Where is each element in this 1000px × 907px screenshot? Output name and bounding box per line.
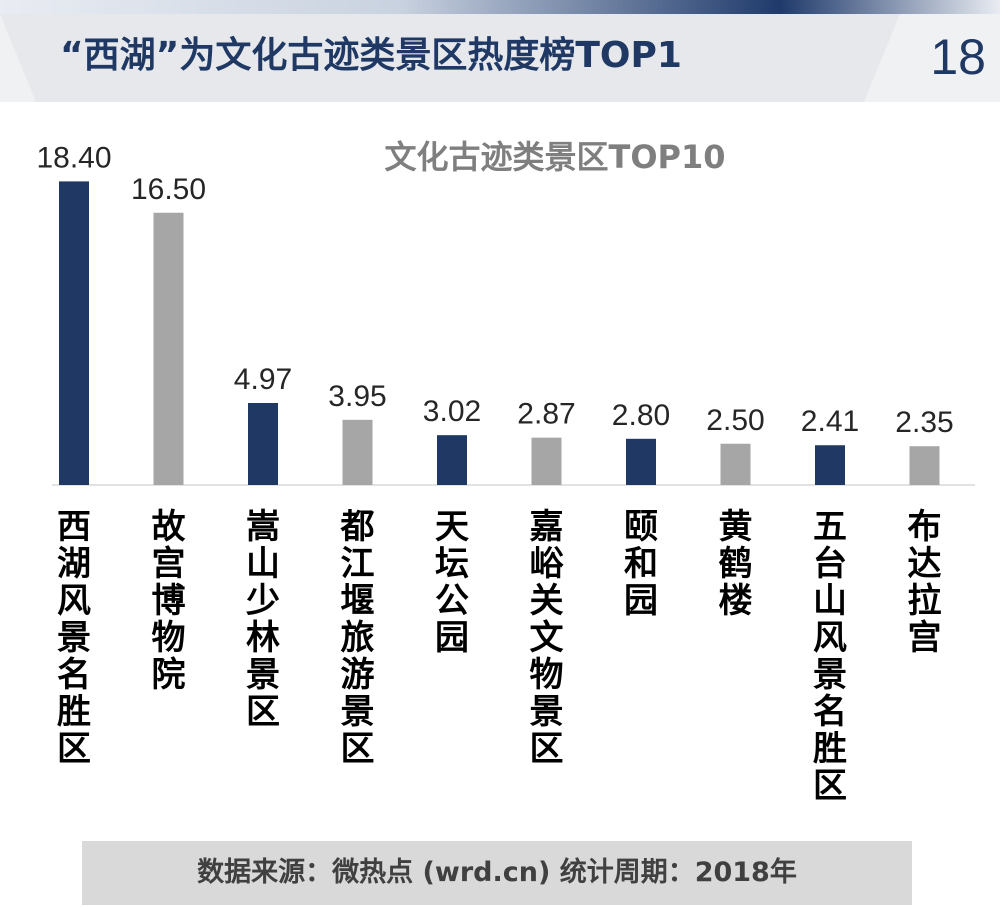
data-label: 4.97 — [234, 363, 292, 396]
data-label: 3.02 — [423, 395, 481, 428]
data-label: 2.41 — [801, 405, 859, 438]
bar — [342, 419, 373, 485]
category-label: 天坛公园 — [435, 507, 469, 658]
bar — [531, 437, 562, 485]
bar-chart: 文化古迹类景区TOP10 18.40 西湖风景名胜区 16.50 故宫博物院 4.97 嵩山… — [36, 138, 975, 806]
category-label: 嵩山少林景区 — [246, 507, 280, 732]
page-number: 18 — [930, 29, 986, 85]
category-label: 颐和园 — [624, 507, 658, 621]
bar — [909, 446, 940, 485]
bar — [59, 181, 89, 485]
bar — [815, 445, 845, 485]
category-label: 西湖风景名胜区 — [57, 507, 91, 769]
top-stripe — [0, 0, 1000, 14]
data-label: 3.95 — [328, 380, 386, 413]
bar — [626, 438, 656, 485]
category-label: 都江堰旅游景区 — [340, 507, 375, 769]
footer-source: 数据来源：微热点 (wrd.cn) 统计周期：2018年 — [82, 841, 912, 905]
data-label: 2.80 — [612, 399, 670, 432]
header-panel — [0, 14, 900, 102]
data-label: 16.50 — [131, 173, 206, 206]
page-title: “西湖”为文化古迹类景区热度榜TOP1 — [60, 35, 682, 76]
data-label: 2.35 — [895, 406, 953, 439]
category-label: 嘉峪关文物景区 — [530, 507, 565, 769]
data-label: 2.50 — [706, 404, 764, 437]
data-label: 2.87 — [517, 398, 575, 431]
category-label: 故宫博物院 — [152, 507, 186, 695]
chart-title: 文化古迹类景区TOP10 — [384, 138, 725, 176]
bar — [720, 443, 751, 485]
data-label: 18.40 — [36, 141, 111, 174]
category-label: 五台山风景名胜区 — [813, 507, 847, 806]
bar — [437, 435, 467, 485]
bar — [248, 402, 278, 485]
bar — [153, 212, 184, 485]
category-label: 布达拉宫 — [908, 507, 942, 658]
category-label: 黄鹤楼 — [719, 507, 753, 621]
